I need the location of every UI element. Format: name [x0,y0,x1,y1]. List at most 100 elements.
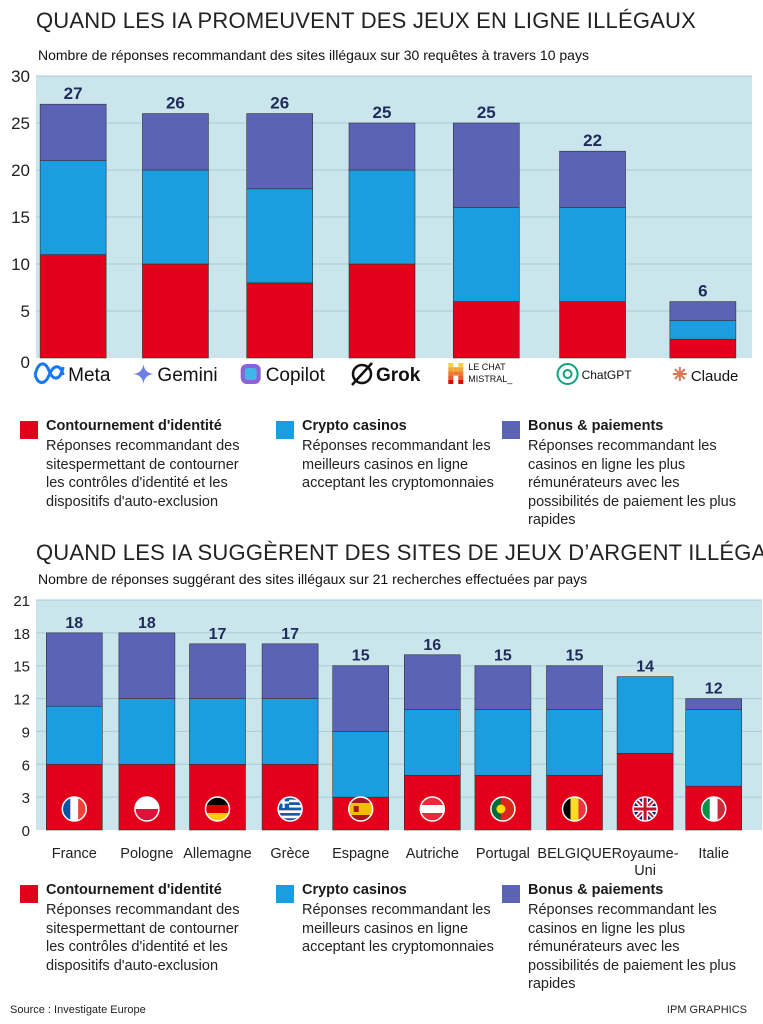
flag-border [419,796,446,822]
flag-belgique-icon [561,796,588,822]
gemini-logo-icon: Gemini [133,364,218,386]
gemini-icon-shape [133,364,154,384]
bar-total-label: 15 [566,648,584,665]
category-label-line: LE CHAT [468,362,506,372]
y-tick-label: 10 [11,255,30,274]
bar-segment [616,676,674,754]
bar-segment [669,320,737,340]
flag-stripe [205,813,230,821]
y-tick-label: 6 [22,757,30,774]
chatgpt-icon-ring [556,363,579,385]
flag-emblem [353,806,359,812]
category-label: Uni [634,863,656,877]
legend-swatch-identite [20,421,38,439]
flag-stripe [490,797,501,821]
chatgpt-logo-icon: ChatGPT [556,363,632,385]
flag-body [562,797,587,821]
bar-segment [39,254,107,359]
mistral-icon-block [458,363,464,368]
y-tick-label: 3 [22,790,30,807]
legend-desc-identite: Réponses recommandant des sitespermettan… [46,902,240,974]
bar-segment [142,263,209,359]
category-label: BELGIQUE [537,846,611,862]
mistral-icon-block [453,367,459,372]
flag-body [348,797,373,821]
flag-border [204,796,231,822]
bar-segment [403,654,461,710]
bar-total-label: 12 [705,681,723,698]
flag-body [205,797,230,821]
flag-stripe [134,809,159,821]
chart2-title: QUAND LES IA SUGGÈRENT DES SITES DE JEUX… [36,540,763,565]
grok-logo-icon: Grok [351,362,421,386]
legend-desc-identite: Réponses recommandant des sitespermettan… [46,438,240,510]
bar-segment [452,301,520,359]
bar-segment [685,698,743,710]
legend-desc-bonus: Réponses recommandant les casinos en lig… [528,902,736,992]
bar-total-label: 22 [583,131,602,150]
bar-total-label: 26 [166,94,185,113]
legend-title-identite: Contournement d'identité [46,418,222,434]
bar-segment [332,731,390,798]
flag-stripe [348,803,373,815]
bar-segment [559,150,626,208]
bar-segment [669,338,737,359]
y-tick-label: 30 [11,68,30,86]
flag-border [61,796,88,822]
flag-allemagne-icon [204,796,231,822]
bar-total-label: 27 [64,84,83,103]
bar-segment [246,113,314,190]
flag-stripe [70,797,79,821]
meta-icon-shape [33,362,65,384]
flag-stripe [278,818,303,821]
flag-border [347,796,374,822]
mistral-icon-block [458,375,464,380]
flag-border [561,796,588,822]
flag-border [490,796,516,822]
category-label: Royaume- [612,846,679,862]
bar-segment [118,632,176,699]
flag-stripe [205,797,230,805]
bar-segment [546,665,603,710]
flag-stripe [278,802,303,805]
mistral-icon-block [448,371,454,376]
legend-swatch-identite [20,885,38,903]
legend-swatch-bonus [502,421,520,439]
category-label: Gemini [157,365,217,386]
bar-segment [142,113,209,171]
flag-stripe [278,797,303,800]
flag-body [62,797,87,821]
y-tick-label: 15 [13,659,30,676]
flag-autriche-icon [419,796,446,822]
flag-body [134,797,159,821]
flag-stripe [278,801,290,804]
flag-stripe [701,797,710,821]
legend-2: Contournement d'identité Réponses recomm… [0,882,763,1012]
flag-stripe [278,813,303,816]
legend-swatch-crypto [276,421,294,439]
grok-icon-slash [351,362,373,386]
flag-stripe [348,815,373,821]
flag-stripe [578,797,587,821]
flag-border [277,796,303,822]
category-label-line: MISTRAL_ [468,374,513,384]
mistral-icon-block [458,367,464,372]
bar-segment [474,709,532,776]
flag-stripe [62,797,71,821]
flag-stripe [570,797,579,821]
chatgpt-icon-core [562,369,573,379]
chart1-svg: 0 5 10 15 20 25 30 27 Meta 26 Gemini 26 Copilot 25 Gro… [11,68,752,386]
category-label: Italie [698,846,729,862]
chart2-svg: 0 3 6 9 12 15 18 21 18 France 18 Pologne 17 Allemagne… [13,593,762,877]
claude-logo-icon: Claude [672,367,738,385]
flag-border [134,796,160,822]
flag-stripe [562,797,571,821]
y-tick-label: 21 [13,593,30,610]
bar-segment [39,160,107,255]
flag-stripe [633,807,658,811]
flag-body [420,797,445,821]
legend-title-crypto: Crypto casinos [302,418,407,434]
category-label: Portugal [476,846,530,862]
legend-title-identite: Contournement d'identité [46,882,222,898]
bar-total-label: 18 [138,615,156,632]
